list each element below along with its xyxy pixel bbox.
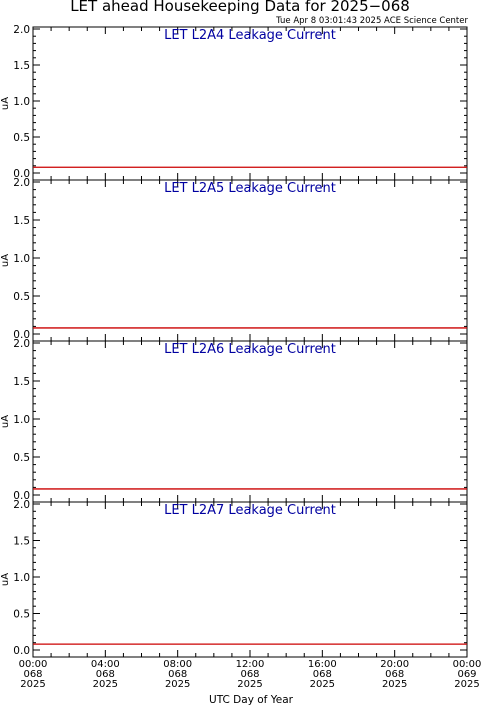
y-axis-label: uA — [0, 254, 11, 267]
y-tick-label: 2.0 — [13, 24, 30, 36]
x-tick-time-label: 12:00 — [236, 659, 265, 670]
y-tick-label: 1.0 — [13, 572, 30, 584]
x-tick-time-label: 08:00 — [163, 659, 192, 670]
chart-panels: 0.0 0.5 1.0 1.5 2.0 uA LET L2A4 Leakage Curren… — [0, 24, 481, 690]
y-tick-label: 0.5 — [13, 452, 30, 464]
x-tick-day-label: 068 — [313, 669, 332, 680]
panel-title: LET L2A5 Leakage Current — [164, 181, 336, 196]
y-tick-label: 0.5 — [13, 609, 30, 621]
x-tick-day-label: 068 — [168, 669, 187, 680]
plot-frame — [32, 340, 468, 503]
x-tick-time-label: 04:00 — [91, 659, 120, 670]
x-tick-time-label: 16:00 — [308, 659, 337, 670]
y-tick-label: 2.0 — [13, 177, 30, 189]
x-tick-year-label: 2025 — [165, 679, 190, 690]
y-tick-label: 2.0 — [13, 499, 30, 511]
y-tick-label: 1.5 — [13, 376, 30, 388]
x-tick-day-label: 068 — [23, 669, 42, 680]
x-tick-time-label: 20:00 — [380, 659, 409, 670]
y-tick-label: 1.5 — [13, 215, 30, 227]
y-tick-label: 1.5 — [13, 60, 30, 72]
x-tick-year-label: 2025 — [20, 679, 45, 690]
x-axis-label: UTC Day of Year — [209, 694, 294, 706]
plot-frame — [32, 26, 468, 181]
x-tick-year-label: 2025 — [237, 679, 262, 690]
generation-timestamp: Tue Apr 8 03:01:43 2025 ACE Science Cent… — [275, 16, 468, 26]
x-tick-day-label: 069 — [457, 669, 476, 680]
y-tick-label: 1.0 — [13, 96, 30, 108]
x-tick-day-label: 068 — [96, 669, 115, 680]
y-axis-label: uA — [0, 573, 11, 586]
y-tick-label: 0.0 — [13, 329, 30, 341]
panel-title: LET L2A7 Leakage Current — [164, 503, 336, 518]
x-tick-year-label: 2025 — [454, 679, 479, 690]
x-tick-year-label: 2025 — [382, 679, 407, 690]
x-tick-day-label: 068 — [240, 669, 259, 680]
y-tick-label: 2.0 — [13, 338, 30, 350]
y-tick-label: 1.0 — [13, 253, 30, 265]
plot-frame — [32, 501, 468, 658]
x-tick-year-label: 2025 — [310, 679, 335, 690]
y-axis-label: uA — [0, 97, 11, 110]
x-tick-year-label: 2025 — [93, 679, 118, 690]
y-tick-label: 0.0 — [13, 645, 30, 657]
y-tick-label: 1.0 — [13, 414, 30, 426]
y-axis-label: uA — [0, 415, 11, 428]
panel-title: LET L2A4 Leakage Current — [164, 28, 336, 43]
panel-title: LET L2A6 Leakage Current — [164, 342, 336, 357]
x-tick-time-label: 00:00 — [453, 659, 481, 670]
plot-frame — [32, 179, 468, 342]
y-tick-label: 0.5 — [13, 291, 30, 303]
x-tick-time-label: 00:00 — [19, 659, 48, 670]
y-tick-label: 0.0 — [13, 490, 30, 502]
y-tick-label: 1.5 — [13, 536, 30, 548]
y-tick-label: 0.0 — [13, 168, 30, 180]
figure-title: LET ahead Housekeeping Data for 2025−068 — [70, 0, 410, 15]
y-tick-label: 0.5 — [13, 132, 30, 144]
x-tick-day-label: 068 — [385, 669, 404, 680]
